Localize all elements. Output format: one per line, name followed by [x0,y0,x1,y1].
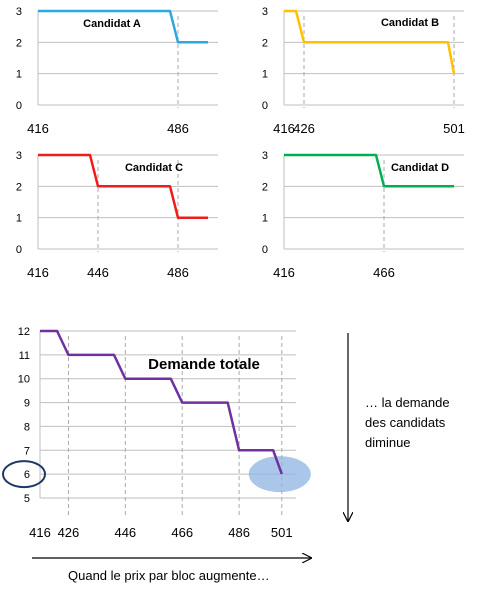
y-tick-label: 1 [16,69,22,81]
x-tick-label: 486 [167,121,189,136]
y-tick-label: 1 [262,69,268,81]
x-tick-label: 486 [228,525,250,540]
y-tick-label: 0 [262,244,268,256]
chart-title: Candidat A [83,18,141,30]
y-tick-label: 2 [16,181,22,193]
x-tick-label: 501 [443,121,465,136]
y-tick-label: 2 [16,37,22,49]
y-tick-label: 7 [24,445,30,457]
chart-title: Candidat D [391,162,449,174]
bottom-annotation: Quand le prix par bloc augmente… [68,568,270,583]
chart-1: 0 1 2 3 416 486 Candidat A [16,6,218,136]
y-tick-label: 0 [16,244,22,256]
series-line [38,9,208,44]
y-tick-label: 2 [262,37,268,49]
y-tick-label: 3 [16,6,22,18]
y-tick-label: 9 [24,398,30,410]
right-text-line-3: diminue [365,435,411,450]
x-tick-label: 416 [29,525,51,540]
y-tick-label: 12 [18,326,30,338]
y-tick-label: 6 [24,469,30,481]
x-tick-label: 416 [273,121,295,136]
right-text-line-2: des candidats [365,415,446,430]
x-tick-label: 426 [58,525,80,540]
y-tick-circle [2,460,46,489]
chart-4: 0 1 2 3 416 466 Candidat D [262,150,464,280]
chart-3: 0 1 2 3 416 446 486 Candidat C [16,150,218,280]
y-tick-label: 3 [16,150,22,162]
y-tick-label: 3 [262,150,268,162]
series-line [284,153,454,188]
series-line [38,153,208,219]
right-annotation: … la demande des candidats diminue [365,393,450,453]
y-tick-label: 1 [262,213,268,225]
y-tick-label: 0 [262,100,268,112]
chart-title: Candidat C [125,162,183,174]
x-tick-label: 416 [27,121,49,136]
x-tick-label: 501 [271,525,293,540]
right-text-line-1: … la demande [365,395,450,410]
chart-5: 5 6 7 8 9 10 11 12 416 426 446 466 486 501 Demande tot… [2,326,311,540]
y-tick-label: 2 [262,181,268,193]
x-tick-label: 446 [87,265,109,280]
chart-title: Candidat B [381,17,439,29]
y-tick-label: 3 [262,6,268,18]
series-line [284,9,456,74]
y-tick-label: 1 [16,213,22,225]
chart-title: Demande totale [148,356,260,373]
series-line [40,329,283,475]
y-tick-label: 8 [24,421,30,433]
highlight-ellipse [248,456,311,493]
y-tick-label: 0 [16,100,22,112]
x-tick-label: 426 [293,121,315,136]
x-tick-label: 486 [167,265,189,280]
y-tick-label: 11 [19,350,30,362]
x-tick-label: 446 [114,525,136,540]
x-tick-label: 416 [273,265,295,280]
y-tick-label: 10 [18,374,30,386]
x-tick-label: 416 [27,265,49,280]
x-tick-label: 466 [373,265,395,280]
x-tick-label: 466 [171,525,193,540]
y-tick-label: 5 [24,493,30,505]
